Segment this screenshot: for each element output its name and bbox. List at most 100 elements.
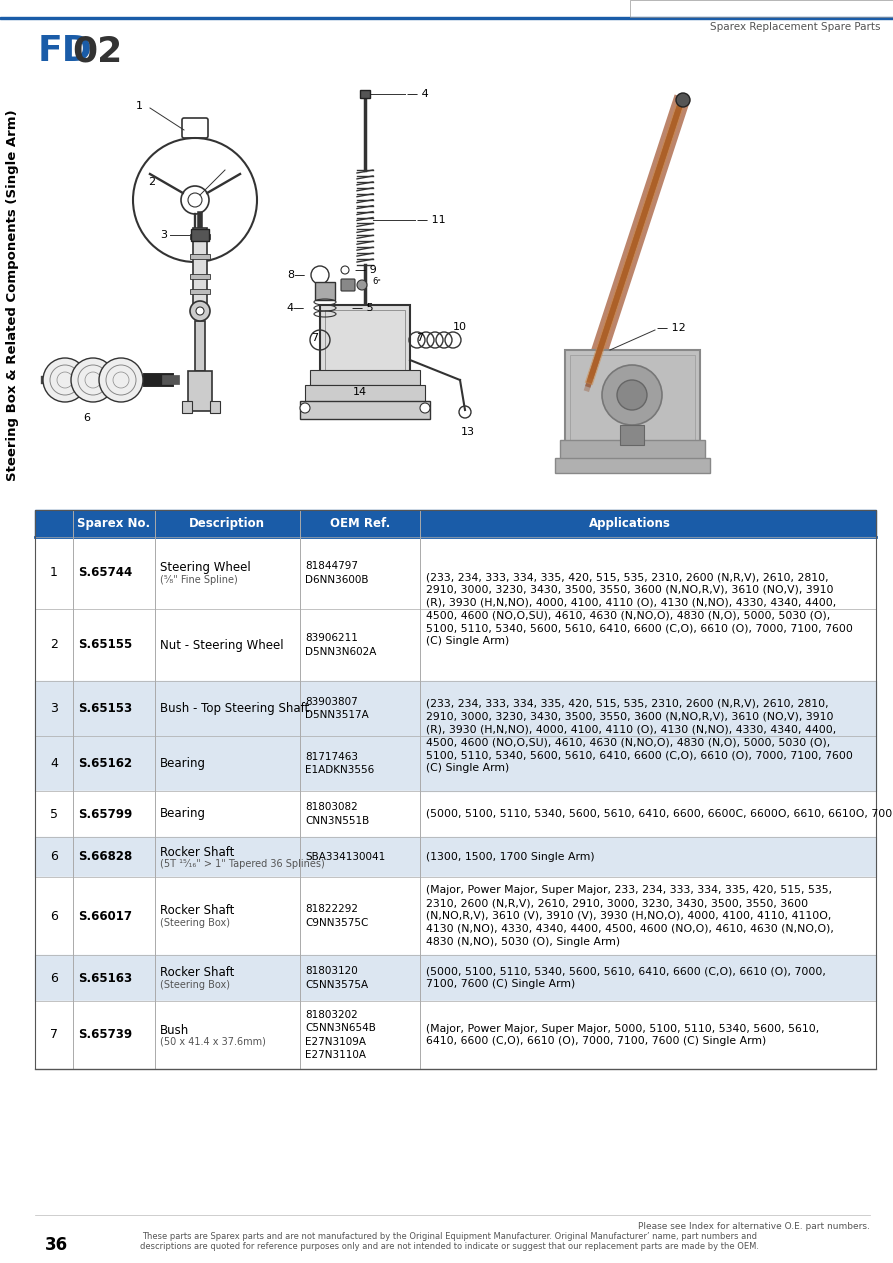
Bar [182, 400, 192, 413]
Text: S.65153: S.65153 [78, 702, 132, 715]
Bar [35, 537, 876, 609]
Text: Rocker Shaft: Rocker Shaft [160, 966, 234, 980]
Bar [35, 681, 876, 736]
Text: (1300, 1500, 1700 Single Arm): (1300, 1500, 1700 Single Arm) [426, 853, 595, 863]
Text: (Major, Power Major, Super Major, 233, 234, 333, 334, 335, 420, 515, 535,
2310, : (Major, Power Major, Super Major, 233, 2… [426, 885, 834, 946]
Bar [190, 289, 210, 294]
Text: Bush - Top Steering Shaft: Bush - Top Steering Shaft [160, 702, 309, 715]
Text: (5000, 5100, 5110, 5340, 5600, 5610, 6410, 6600, 6600C, 6600O, 6610, 6610O, 7000: (5000, 5100, 5110, 5340, 5600, 5610, 641… [426, 810, 893, 818]
Bar [420, 681, 876, 791]
Bar [315, 282, 335, 301]
Text: Bearing: Bearing [160, 757, 206, 770]
Text: 6: 6 [50, 909, 58, 922]
Text: 3: 3 [160, 230, 167, 240]
Text: (5T ¹⁵⁄₁₆" > 1" Tapered 36 Splines): (5T ¹⁵⁄₁₆" > 1" Tapered 36 Splines) [160, 859, 325, 869]
Bar [190, 274, 210, 279]
Text: 14: 14 [353, 386, 367, 397]
FancyBboxPatch shape [341, 279, 355, 290]
Text: 81803082
CNN3N551B: 81803082 CNN3N551B [305, 802, 369, 826]
Text: 81844797
D6NN3600B: 81844797 D6NN3600B [305, 561, 369, 585]
Text: (233, 234, 333, 334, 335, 420, 515, 535, 2310, 2600 (N,R,V), 2610, 2810,
2910, 3: (233, 234, 333, 334, 335, 420, 515, 535,… [426, 698, 853, 773]
Text: Sparex Replacement Spare Parts: Sparex Replacement Spare Parts [710, 21, 880, 32]
Bar [210, 400, 220, 413]
Circle shape [420, 403, 430, 413]
Text: 81717463
E1ADKN3556: 81717463 E1ADKN3556 [305, 751, 374, 775]
Text: S.65163: S.65163 [78, 971, 132, 984]
Text: 6: 6 [84, 413, 90, 423]
Bar [0, 16, 893, 19]
Text: — 5: — 5 [352, 303, 373, 313]
Text: S.65739: S.65739 [78, 1028, 132, 1042]
Bar [565, 350, 700, 445]
Bar [305, 385, 425, 405]
Text: 83906211
D5NN3N602A: 83906211 D5NN3N602A [305, 634, 376, 657]
Bar [570, 355, 695, 440]
Bar [360, 90, 370, 99]
Text: FD: FD [38, 34, 93, 68]
Text: — 12: — 12 [657, 323, 686, 333]
Bar [35, 510, 876, 1068]
Text: 4—: 4— [287, 303, 305, 313]
Bar [195, 321, 205, 371]
Text: S.65162: S.65162 [78, 757, 132, 770]
Bar [35, 1002, 876, 1068]
Bar [190, 254, 210, 259]
Text: Sparex No.: Sparex No. [78, 517, 151, 530]
Text: 1: 1 [50, 567, 58, 580]
Bar [300, 400, 430, 419]
Text: (Steering Box): (Steering Box) [160, 980, 230, 990]
Bar [35, 837, 876, 877]
Bar [555, 458, 710, 474]
Text: 6: 6 [50, 971, 58, 984]
Text: — 4: — 4 [407, 88, 429, 99]
Text: S.65155: S.65155 [78, 639, 132, 652]
Circle shape [357, 280, 367, 290]
Text: (5000, 5100, 5110, 5340, 5600, 5610, 6410, 6600 (C,O), 6610 (O), 7000,
7100, 760: (5000, 5100, 5110, 5340, 5600, 5610, 641… [426, 966, 826, 989]
Text: 81803120
C5NN3575A: 81803120 C5NN3575A [305, 966, 368, 990]
Text: Steering Box & Related Components (Single Arm): Steering Box & Related Components (Singl… [6, 109, 20, 481]
Text: 81822292
C9NN3575C: 81822292 C9NN3575C [305, 904, 369, 927]
Text: 6ᵒ: 6ᵒ [372, 278, 380, 287]
Text: Bush: Bush [160, 1023, 189, 1037]
Text: 5: 5 [50, 807, 58, 821]
Text: SBA334130041: SBA334130041 [305, 853, 385, 863]
Text: 1: 1 [136, 101, 143, 111]
Text: 7: 7 [50, 1028, 58, 1042]
Text: 10: 10 [453, 322, 467, 332]
Text: 13: 13 [461, 427, 475, 437]
Text: 7: 7 [416, 333, 423, 344]
Text: 3: 3 [50, 702, 58, 715]
Text: Rocker Shaft: Rocker Shaft [160, 904, 234, 917]
Text: 2: 2 [50, 639, 58, 652]
Text: 7: 7 [311, 333, 318, 344]
Bar [560, 440, 705, 462]
Bar [35, 609, 876, 681]
Text: — 11: — 11 [417, 215, 446, 225]
Bar [310, 370, 420, 385]
Text: (50 x 41.4 x 37.6mm): (50 x 41.4 x 37.6mm) [160, 1037, 266, 1047]
Text: (⁵⁄₈" Fine Spline): (⁵⁄₈" Fine Spline) [160, 575, 238, 585]
Text: 36: 36 [45, 1236, 68, 1254]
Bar [35, 955, 876, 1002]
Bar [188, 371, 212, 410]
Text: 02: 02 [72, 34, 122, 68]
Text: These parts are Sparex parts and are not manufactured by the Original Equipment : These parts are Sparex parts and are not… [140, 1231, 760, 1252]
Text: 81803202
C5NN3N654B
E27N3109A
E27N3110A: 81803202 C5NN3N654B E27N3109A E27N3110A [305, 1010, 376, 1060]
Bar [35, 736, 876, 791]
Bar [420, 537, 876, 681]
Bar [320, 304, 410, 375]
Text: S.65744: S.65744 [78, 567, 132, 580]
Circle shape [190, 301, 210, 321]
Text: (Major, Power Major, Super Major, 5000, 5100, 5110, 5340, 5600, 5610,
6410, 6600: (Major, Power Major, Super Major, 5000, … [426, 1023, 819, 1047]
Text: Bearing: Bearing [160, 807, 206, 821]
Bar [325, 309, 405, 370]
Text: Please see Index for alternative O.E. part numbers.: Please see Index for alternative O.E. pa… [638, 1223, 870, 1231]
Text: Rocker Shaft: Rocker Shaft [160, 845, 234, 859]
Text: OEM Ref.: OEM Ref. [330, 517, 390, 530]
Text: Description: Description [189, 517, 265, 530]
Circle shape [300, 403, 310, 413]
Bar [193, 229, 207, 308]
Text: 6: 6 [50, 850, 58, 864]
Text: — 9: — 9 [355, 265, 377, 275]
Text: Steering Wheel: Steering Wheel [160, 562, 251, 575]
